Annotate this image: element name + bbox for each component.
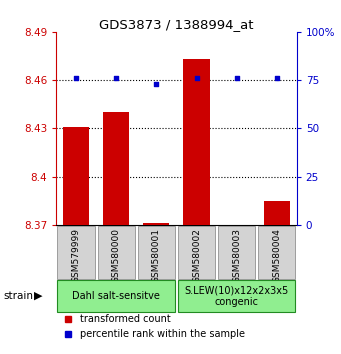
Bar bbox=[103, 112, 129, 225]
Point bbox=[194, 75, 199, 81]
Bar bbox=[183, 59, 209, 225]
Text: transformed count: transformed count bbox=[80, 314, 171, 325]
Text: percentile rank within the sample: percentile rank within the sample bbox=[80, 330, 245, 339]
Bar bbox=[144, 223, 169, 225]
Point bbox=[154, 81, 159, 87]
Text: GSM580004: GSM580004 bbox=[272, 228, 281, 283]
FancyBboxPatch shape bbox=[218, 225, 255, 279]
Bar bbox=[264, 201, 290, 225]
Text: Dahl salt-sensitve: Dahl salt-sensitve bbox=[72, 291, 160, 301]
Text: GSM580002: GSM580002 bbox=[192, 228, 201, 283]
FancyBboxPatch shape bbox=[58, 225, 95, 279]
Title: GDS3873 / 1388994_at: GDS3873 / 1388994_at bbox=[99, 18, 254, 31]
FancyBboxPatch shape bbox=[98, 225, 135, 279]
Text: GSM580003: GSM580003 bbox=[232, 228, 241, 283]
FancyBboxPatch shape bbox=[58, 280, 175, 312]
Point bbox=[274, 75, 279, 81]
Text: GSM580001: GSM580001 bbox=[152, 228, 161, 283]
FancyBboxPatch shape bbox=[138, 225, 175, 279]
Text: GSM579999: GSM579999 bbox=[72, 228, 81, 283]
Text: S.LEW(10)x12x2x3x5
congenic: S.LEW(10)x12x2x3x5 congenic bbox=[184, 285, 289, 307]
Point bbox=[74, 75, 79, 81]
FancyBboxPatch shape bbox=[178, 225, 215, 279]
Text: ▶: ▶ bbox=[34, 291, 43, 301]
Point bbox=[114, 75, 119, 81]
Bar bbox=[63, 127, 89, 225]
Text: strain: strain bbox=[3, 291, 33, 301]
Point bbox=[234, 75, 239, 81]
Text: GSM580000: GSM580000 bbox=[112, 228, 121, 283]
FancyBboxPatch shape bbox=[258, 225, 295, 279]
FancyBboxPatch shape bbox=[178, 280, 295, 312]
